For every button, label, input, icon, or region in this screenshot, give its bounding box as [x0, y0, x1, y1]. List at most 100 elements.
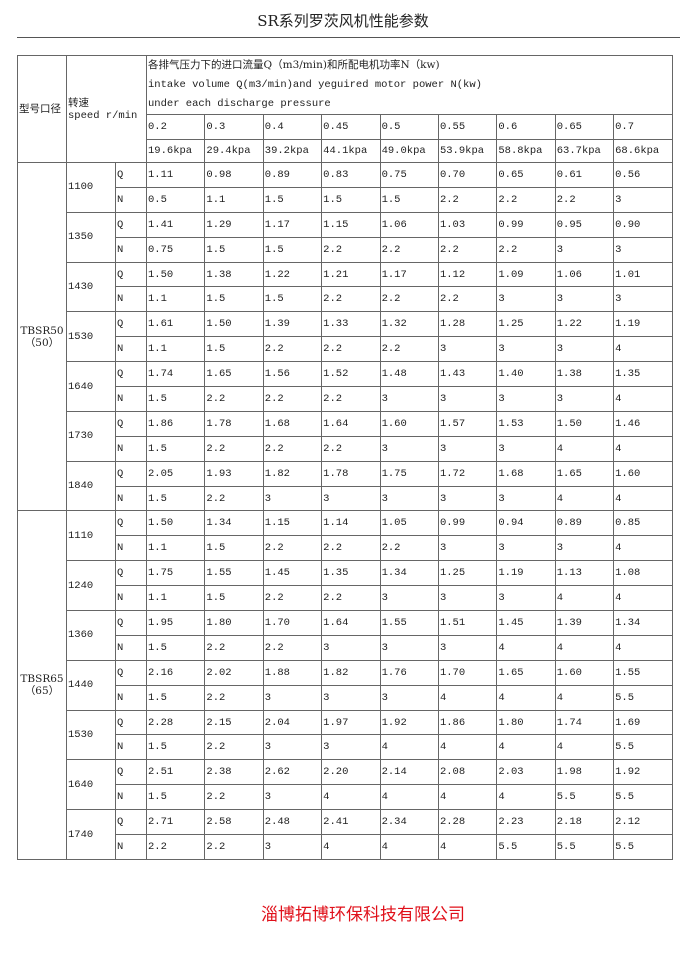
- flow-value-cell: 1.43: [437, 361, 498, 388]
- flow-value-cell: 1.19: [613, 311, 673, 338]
- power-value-cell: 1.1: [145, 535, 206, 562]
- flow-value-cell: 0.56: [613, 162, 673, 188]
- pressure-kpa-cell: 44.1kpa: [321, 139, 381, 163]
- flow-label: Q: [115, 410, 147, 437]
- power-value-cell: 2.2: [437, 286, 498, 313]
- power-value-cell: 4: [379, 734, 439, 761]
- model-name: TBSR50: [20, 324, 64, 337]
- power-label: N: [115, 834, 147, 860]
- flow-value-cell: 1.86: [437, 709, 498, 736]
- pressure-mpa-cell: 0.45: [321, 114, 381, 140]
- power-value-cell: 4: [554, 734, 615, 761]
- flow-value-cell: 2.58: [204, 809, 264, 836]
- table-row: N 1.1 1.5 2.2 2.2 3 3 3 4 4: [18, 585, 673, 612]
- power-value-cell: 3: [554, 336, 615, 363]
- table-row: N 1.5 2.2 2.2 2.2 3 3 3 4 4: [18, 435, 673, 462]
- power-value-cell: 1.5: [145, 435, 206, 462]
- flow-value-cell: 1.12: [437, 261, 498, 288]
- header-speed-cn: 转速: [68, 96, 89, 109]
- pressure-mpa-cell: 0.6: [496, 114, 556, 140]
- speed-cell: 1360: [66, 610, 116, 661]
- power-value-cell: 3: [262, 684, 323, 711]
- power-value-cell: 1.5: [321, 186, 381, 213]
- flow-value-cell: 2.12: [613, 809, 673, 836]
- flow-value-cell: 1.52: [321, 361, 381, 388]
- power-value-cell: 2.2: [379, 286, 439, 313]
- page-title: SR系列罗茨风机性能参数: [257, 12, 429, 30]
- table-row: N 1.5 2.2 2.2 2.2 3 3 3 3 4: [18, 386, 673, 412]
- power-value-cell: 4: [613, 585, 673, 612]
- power-value-cell: 3: [379, 386, 439, 412]
- power-value-cell: 3: [496, 336, 556, 363]
- flow-value-cell: 1.65: [204, 361, 264, 388]
- pressure-mpa-cell: 0.65: [554, 114, 615, 140]
- desc-en1: intake volume Q(m3/min)and yeguired moto…: [148, 79, 482, 91]
- table-row: N 0.75 1.5 1.5 2.2 2.2 2.2 2.2 3 3: [18, 236, 673, 263]
- power-value-cell: 2.2: [204, 684, 264, 711]
- header-row-kpa: 19.6kpa 29.4kpa 39.2kpa 44.1kpa 49.0kpa 53.9k…: [18, 139, 673, 163]
- flow-value-cell: 1.28: [437, 311, 498, 338]
- power-value-cell: 5.5: [613, 784, 673, 811]
- table-row: N 1.5 2.2 2.2 3 3 3 4 4 4: [18, 634, 673, 661]
- flow-value-cell: 2.23: [496, 809, 556, 836]
- power-value-cell: 3: [262, 834, 323, 860]
- flow-value-cell: 1.92: [613, 759, 673, 786]
- flow-value-cell: 1.38: [554, 361, 615, 388]
- power-value-cell: 2.2: [321, 535, 381, 562]
- power-value-cell: 4: [379, 834, 439, 860]
- pressure-kpa-cell: 29.4kpa: [204, 139, 264, 163]
- flow-value-cell: 1.25: [496, 311, 556, 338]
- power-value-cell: 4: [554, 634, 615, 661]
- power-value-cell: 3: [437, 435, 498, 462]
- flow-value-cell: 1.68: [262, 410, 323, 437]
- flow-value-cell: 1.78: [321, 460, 381, 487]
- power-value-cell: 2.2: [204, 386, 264, 412]
- model-cell: TBSR50 （50）: [17, 161, 67, 512]
- power-value-cell: 3: [613, 186, 673, 213]
- power-value-cell: 3: [321, 634, 381, 661]
- table-row: 1640 Q 2.51 2.38 2.62 2.20 2.14 2.08 2.03 1.98 1.9…: [18, 759, 673, 811]
- power-label: N: [115, 634, 147, 661]
- power-value-cell: 0.75: [145, 236, 206, 263]
- flow-label: Q: [115, 460, 147, 487]
- flow-value-cell: 1.50: [204, 311, 264, 338]
- table-row: 1840 Q 2.05 1.93 1.82 1.78 1.75 1.72 1.68 1.65 1.6…: [18, 460, 673, 512]
- power-value-cell: 3: [262, 784, 323, 811]
- power-value-cell: 4: [613, 485, 673, 512]
- model-cell: TBSR65 （65）: [17, 510, 67, 860]
- flow-value-cell: 1.80: [496, 709, 556, 736]
- flow-value-cell: 0.83: [321, 162, 381, 188]
- power-value-cell: 1.1: [204, 186, 264, 213]
- flow-value-cell: 1.03: [437, 211, 498, 238]
- power-value-cell: 2.2: [204, 634, 264, 661]
- flow-value-cell: 1.50: [145, 261, 206, 288]
- table-row: 1360 Q 1.95 1.80 1.70 1.64 1.55 1.51 1.45 1.39 1.3…: [18, 610, 673, 661]
- flow-value-cell: 0.75: [379, 162, 439, 188]
- flow-value-cell: 1.14: [321, 510, 381, 537]
- power-value-cell: 3: [379, 634, 439, 661]
- power-value-cell: 2.2: [321, 286, 381, 313]
- speed-cell: 1640: [66, 361, 116, 412]
- flow-value-cell: 1.74: [145, 361, 206, 388]
- flow-value-cell: 1.50: [145, 510, 206, 537]
- power-value-cell: 2.2: [204, 834, 264, 860]
- flow-value-cell: 1.06: [379, 211, 439, 238]
- power-value-cell: 5.5: [496, 834, 556, 860]
- power-value-cell: 1.5: [204, 236, 264, 263]
- power-value-cell: 4: [613, 435, 673, 462]
- flow-label: Q: [115, 759, 147, 786]
- flow-value-cell: 1.32: [379, 311, 439, 338]
- power-value-cell: 1.5: [145, 386, 206, 412]
- flow-label: Q: [115, 809, 147, 836]
- power-value-cell: 5.5: [613, 684, 673, 711]
- header-speed-en: speed r/min: [68, 109, 138, 122]
- flow-value-cell: 1.15: [321, 211, 381, 238]
- header-row-pressure: 0.2 0.3 0.4 0.45 0.5 0.55 0.6 0.65 0.7: [18, 114, 673, 140]
- speed-cell: 1840: [66, 460, 116, 512]
- speed-cell: 1350: [66, 211, 116, 263]
- flow-value-cell: 1.11: [145, 162, 206, 188]
- flow-value-cell: 1.01: [613, 261, 673, 288]
- flow-value-cell: 1.98: [554, 759, 615, 786]
- flow-value-cell: 1.70: [262, 610, 323, 636]
- power-value-cell: 2.2: [262, 336, 323, 363]
